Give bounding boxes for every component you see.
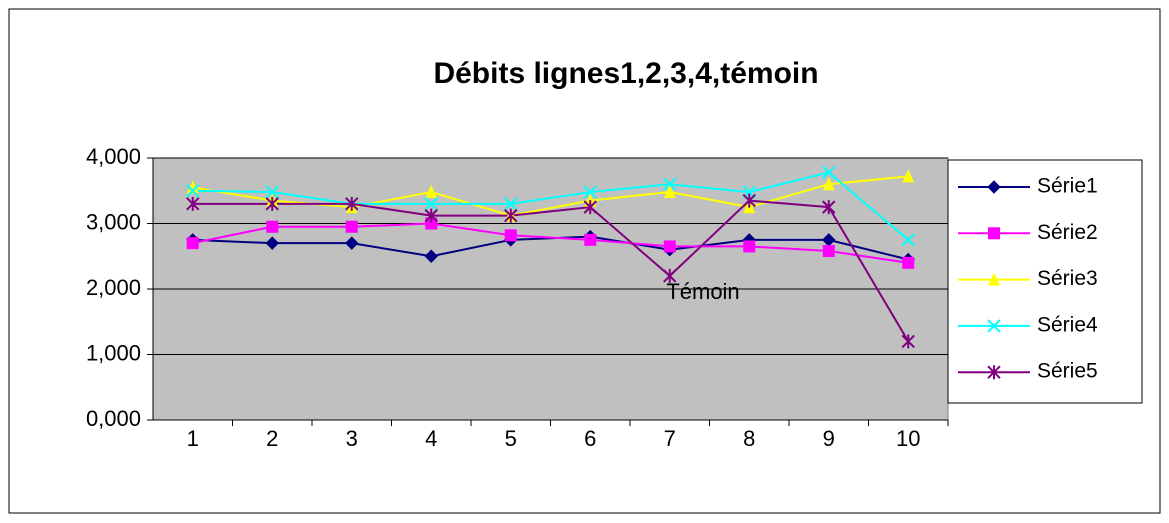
legend-label: Série1: [1037, 175, 1098, 198]
marker: [743, 240, 756, 253]
marker: [742, 193, 756, 208]
marker: [186, 196, 200, 211]
marker: [424, 197, 438, 211]
y-tick-label: 2,000: [86, 275, 141, 300]
marker: [345, 196, 359, 211]
marker: [988, 227, 1000, 240]
marker: [265, 196, 279, 211]
legend-label: Série3: [1037, 267, 1098, 290]
marker: [186, 237, 199, 250]
marker: [265, 185, 279, 199]
marker: [186, 184, 200, 198]
x-tick-label: 10: [896, 426, 920, 451]
marker: [822, 165, 836, 180]
annotation: Témoin: [666, 279, 739, 304]
marker: [425, 217, 438, 230]
marker: [266, 220, 279, 233]
marker: [584, 233, 597, 246]
marker: [987, 365, 1001, 380]
marker: [987, 319, 1001, 333]
y-tick-label: 1,000: [86, 340, 141, 365]
marker: [822, 200, 836, 215]
series-line: [192, 171, 909, 241]
y-tick-label: 3,000: [86, 209, 141, 234]
marker: [345, 236, 359, 250]
legend-label: Série2: [1037, 221, 1098, 244]
y-tick-label: 4,000: [86, 144, 141, 169]
marker: [186, 180, 199, 194]
marker: [663, 268, 677, 283]
x-tick-label: 3: [346, 426, 358, 451]
marker: [504, 197, 518, 211]
chart-title: Débits lignes1,2,3,4,témoin: [433, 57, 818, 90]
legend-label: Série4: [1037, 313, 1098, 336]
marker: [583, 200, 597, 215]
marker: [988, 272, 1000, 286]
marker: [663, 240, 676, 253]
x-tick-label: 9: [823, 426, 835, 451]
marker: [424, 208, 438, 223]
series-line: [192, 222, 909, 264]
marker: [345, 220, 358, 233]
marker: [663, 185, 676, 199]
x-tick-label: 8: [743, 426, 755, 451]
x-tick-label: 5: [505, 426, 517, 451]
marker: [822, 177, 835, 191]
legend: [947, 159, 1143, 404]
x-tick-label: 6: [584, 426, 596, 451]
marker: [425, 185, 438, 199]
x-tick-label: 7: [664, 426, 676, 451]
marker: [663, 177, 677, 191]
x-tick-label: 1: [187, 426, 199, 451]
x-tick-label: 2: [266, 426, 278, 451]
marker: [902, 169, 915, 183]
x-tick-label: 4: [425, 426, 437, 451]
marker: [987, 180, 1001, 194]
marker: [583, 185, 597, 199]
marker: [424, 249, 438, 263]
marker: [901, 233, 915, 247]
legend-label: Série5: [1037, 360, 1098, 383]
series-line: [192, 199, 910, 342]
marker: [822, 245, 835, 258]
marker: [902, 256, 915, 269]
marker: [504, 229, 517, 242]
marker: [265, 236, 279, 250]
marker: [504, 208, 518, 223]
y-tick-label: 0,000: [86, 406, 141, 431]
marker: [901, 334, 915, 349]
